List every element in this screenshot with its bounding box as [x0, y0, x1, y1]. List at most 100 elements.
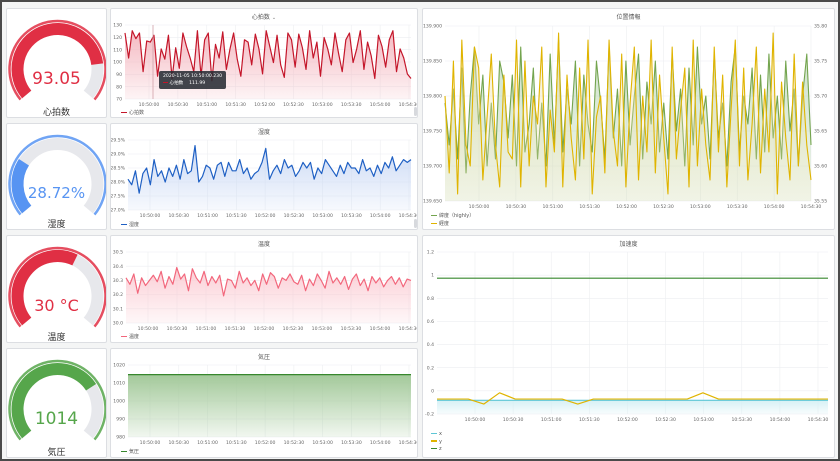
humidity-panel[interactable]: 湿度 29.5% 29.0% 28.5% 28.0% 27.5% 27.0% 10:50:0… [110, 123, 418, 230]
location-legend[interactable]: 緯度（highly） 経度 [431, 212, 474, 228]
series-area-経度 [445, 33, 811, 201]
y-tick-label: -0.2 [425, 412, 434, 418]
x-tick-label: 10:51:30 [579, 417, 600, 423]
y-tick-label: 139.700 [423, 164, 442, 170]
y-tick-label: 29.5% [111, 138, 126, 144]
y-tick-label: 30.0 [113, 321, 123, 327]
heart-rate-legend-label: 心拍数 [129, 110, 145, 116]
y-tick-label: 990 [116, 417, 125, 423]
series-line-y [437, 392, 828, 405]
series-line-湿度 [127, 145, 412, 194]
x-tick-label: 10:54:30 [399, 213, 418, 219]
temperature-legend[interactable]: 温度 [121, 333, 139, 340]
x-tick-label: 10:50:00 [140, 440, 161, 446]
humidity-gauge-threshold [8, 134, 106, 216]
x-tick-label: 10:54:30 [399, 326, 418, 332]
location-chart[interactable]: 139.900 139.850 139.800 139.750 139.700 139.6… [423, 9, 835, 230]
y-tick-label: 1000 [113, 399, 125, 405]
acceleration-chart[interactable]: 1.2 1 0.8 0.6 0.4 0.2 0 -0.2 10:50:00 10:50:30 10:… [423, 236, 835, 458]
acceleration-legend-item-y[interactable]: y [431, 439, 442, 447]
temp-gauge-fill [11, 250, 78, 326]
location-panel[interactable]: 位置情報 139.900 139.850 139.800 139.750 139.700… [422, 8, 835, 230]
y-tick-label: 139.900 [423, 24, 442, 30]
y-tick-label: 1010 [113, 381, 125, 387]
y-tick-label: 30.5 [113, 250, 123, 256]
x-tick-label: 10:54:30 [399, 102, 418, 108]
y-tick-label: 29.0% [111, 152, 126, 158]
x-tick-label: 10:50:30 [168, 213, 189, 219]
temperature-chart[interactable]: 30.5 30.4 30.3 30.2 30.1 30.0 10:50:00 10:50:30… [111, 236, 418, 343]
gauge-panel-temp[interactable]: 30 °C 温度 [6, 235, 107, 343]
y-tick-label: 100 [113, 60, 122, 66]
humidity-legend-scrollbar[interactable] [414, 219, 417, 228]
y-tick-label: 30.4 [113, 264, 123, 270]
y-tick-label: 139.750 [423, 129, 442, 135]
y-tick-label: 0.2 [427, 365, 434, 371]
series-area-x [437, 400, 828, 414]
location-legend-item-lon[interactable]: 経度 [431, 220, 474, 228]
temperature-panel[interactable]: 温度 30.5 30.4 30.3 30.2 30.1 30.0 10:50:00 10:50… [110, 235, 418, 343]
heart-rate-title[interactable]: 心拍数 ⌄ [111, 12, 417, 21]
temperature-title: 温度 [257, 241, 270, 248]
humidity-gauge-fill [11, 158, 32, 214]
acceleration-title: 加速度 [619, 241, 638, 248]
tooltip-series: 心拍数 [169, 81, 184, 86]
acceleration-legend-item-x[interactable]: x [431, 431, 442, 439]
heart-rate-legend-scrollbar[interactable] [414, 107, 417, 116]
series-area-湿度 [128, 145, 411, 210]
x-tick-label: 10:54:00 [370, 213, 391, 219]
series-area-気圧 [128, 374, 411, 437]
x-tick-label: 10:52:00 [254, 102, 275, 108]
x-tick-label: 10:53:00 [312, 213, 333, 219]
pressure-chart[interactable]: 1020 1010 1000 990 980 10:50:00 10:50:30 10:51:… [111, 349, 418, 458]
x-tick-label: 10:51:00 [197, 440, 218, 446]
tooltip-value: 111.99 [189, 81, 206, 86]
y-tick-label: 30.3 [113, 278, 123, 284]
location-legend-item-lat[interactable]: 緯度（highly） [431, 212, 474, 220]
x-tick-label: 10:53:30 [341, 213, 362, 219]
x-tick-label: 10:51:30 [225, 326, 246, 332]
y-tick-label: 139.650 [423, 199, 442, 205]
temp-gauge-label: 温度 [47, 333, 66, 343]
pressure-panel[interactable]: 気圧 1020 1010 1000 990 980 10:50:00 10:50:30 10:… [110, 348, 418, 458]
y-tick-label: 90 [116, 72, 122, 78]
heart-rate-panel[interactable]: 心拍数 ⌄ 130 120 110 100 90 80 70 10:50:00 10:50:30… [110, 8, 418, 118]
y2-tick-label: 35.55 [814, 199, 827, 205]
humidity-legend[interactable]: 湿度 [121, 221, 139, 228]
acceleration-legend-item-z[interactable]: z [431, 446, 442, 454]
heart-gauge [8, 19, 106, 101]
acceleration-panel[interactable]: 加速度 1.2 1 0.8 0.6 0.4 0.2 0 -0.2 10:50:00 10:50:3… [422, 235, 835, 458]
x-tick-label: 10:51:30 [579, 204, 600, 210]
heart-gauge-label: 心拍数 [42, 108, 70, 118]
acceleration-legend[interactable]: x y z [431, 431, 442, 454]
heart-gauge-threshold [8, 19, 106, 101]
x-tick-label: 10:50:00 [140, 213, 161, 219]
x-tick-label: 10:52:30 [655, 417, 676, 423]
x-tick-label: 10:52:00 [254, 326, 275, 332]
location-legend-label-lon: 経度 [439, 221, 450, 227]
pressure-gauge-value: 1014 [34, 409, 79, 429]
heart-rate-legend[interactable]: 心拍数 [121, 109, 144, 116]
gauge-panel-humidity[interactable]: 28.72% 湿度 [6, 123, 107, 230]
acceleration-legend-label-z: z [439, 446, 442, 452]
y-tick-label: 1.2 [427, 250, 434, 256]
x-tick-label: 10:53:30 [731, 417, 752, 423]
x-tick-label: 10:51:00 [542, 204, 563, 210]
heart-rate-chart[interactable]: 130 120 110 100 90 80 70 10:50:00 10:50:30 10:51:… [111, 9, 418, 118]
gauge-panel-heart[interactable]: 93.05 心拍数 [6, 8, 107, 118]
x-tick-label: 10:51:00 [196, 326, 217, 332]
humidity-chart[interactable]: 29.5% 29.0% 28.5% 28.0% 27.5% 27.0% 10:50:00 10… [111, 124, 418, 230]
x-tick-label: 10:53:00 [312, 102, 333, 108]
gauge-panel-pressure[interactable]: 1014 気圧 [6, 348, 107, 458]
x-tick-label: 10:50:30 [506, 204, 527, 210]
y-tick-label: 30.2 [113, 292, 123, 298]
chevron-down-icon[interactable]: ⌄ [271, 15, 277, 21]
y-tick-label: 28.5% [111, 166, 126, 172]
pressure-legend[interactable]: 気圧 [121, 448, 139, 455]
humidity-gauge-value: 28.72% [27, 184, 86, 202]
x-tick-label: 10:54:00 [370, 326, 391, 332]
heart-rate-tooltip: 2020-11-05 10:50:00.230 心拍数 111.99 [159, 71, 227, 89]
x-tick-label: 10:50:00 [465, 417, 486, 423]
tooltip-row: 心拍数 111.99 [163, 80, 222, 87]
y-tick-label: 120 [113, 35, 122, 41]
